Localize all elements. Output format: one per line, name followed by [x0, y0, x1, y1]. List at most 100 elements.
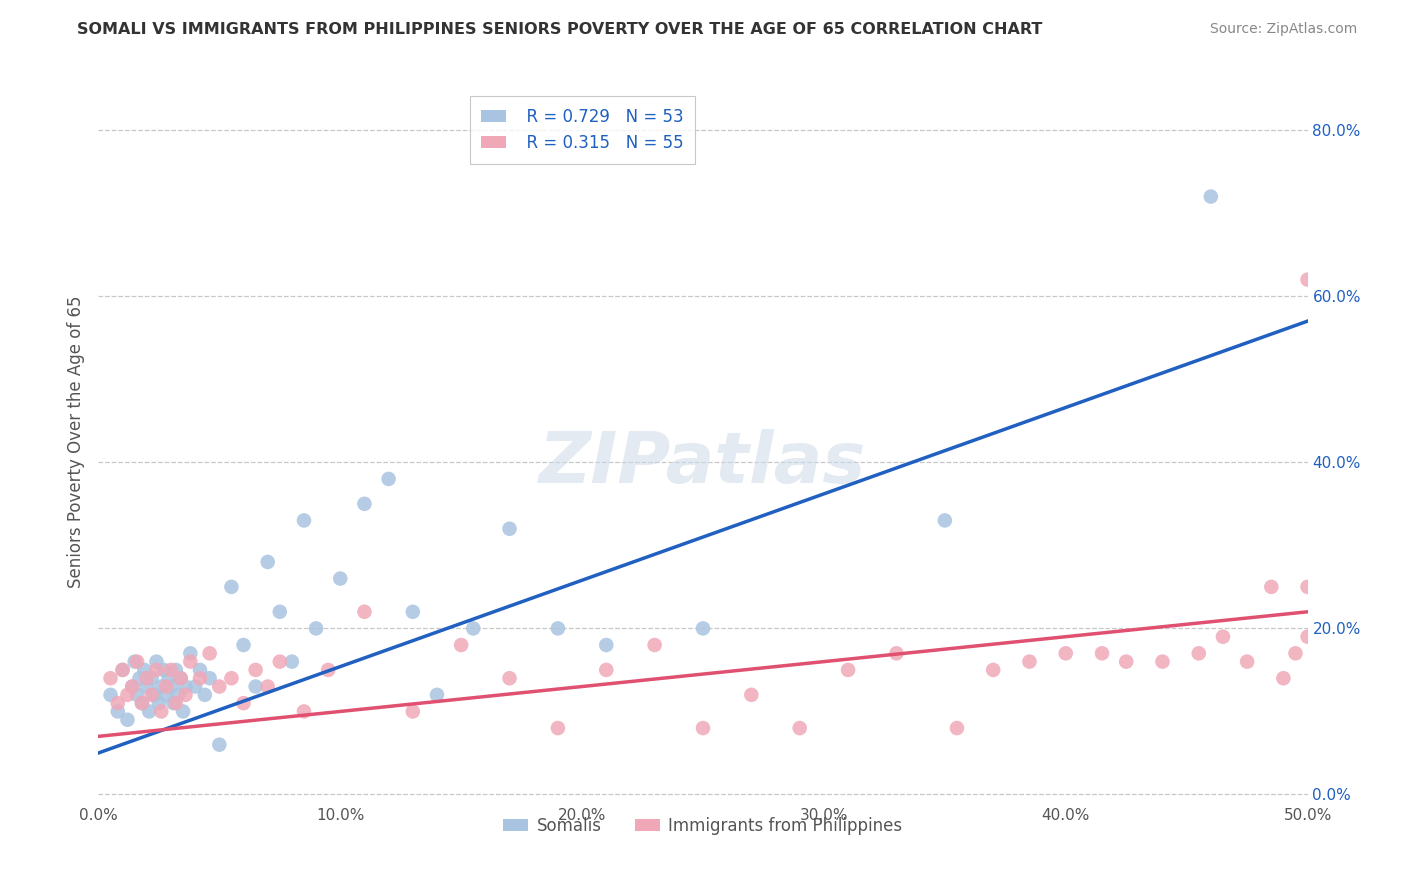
- Point: [595, 663, 617, 677]
- Point: [281, 655, 304, 669]
- Point: [152, 663, 174, 677]
- Point: [426, 688, 449, 702]
- Point: [162, 696, 184, 710]
- Point: [145, 663, 167, 677]
- Point: [498, 522, 520, 536]
- Point: [150, 680, 173, 694]
- Y-axis label: Seniors Poverty Over the Age of 65: Seniors Poverty Over the Age of 65: [66, 295, 84, 588]
- Point: [377, 472, 399, 486]
- Point: [138, 705, 160, 719]
- Point: [269, 655, 291, 669]
- Point: [1152, 655, 1174, 669]
- Point: [269, 605, 291, 619]
- Point: [1018, 655, 1040, 669]
- Point: [208, 738, 231, 752]
- Text: Source: ZipAtlas.com: Source: ZipAtlas.com: [1209, 22, 1357, 37]
- Point: [100, 671, 122, 685]
- Point: [143, 688, 166, 702]
- Point: [292, 513, 315, 527]
- Point: [169, 671, 191, 685]
- Point: [1260, 580, 1282, 594]
- Point: [232, 696, 254, 710]
- Point: [128, 671, 150, 685]
- Point: [256, 555, 278, 569]
- Point: [1212, 630, 1234, 644]
- Point: [316, 663, 339, 677]
- Point: [498, 671, 520, 685]
- Point: [221, 580, 243, 594]
- Point: [194, 688, 217, 702]
- Point: [1296, 272, 1319, 286]
- Point: [145, 655, 167, 669]
- Point: [141, 688, 163, 702]
- Point: [595, 638, 617, 652]
- Point: [1115, 655, 1137, 669]
- Point: [111, 663, 134, 677]
- Point: [172, 705, 194, 719]
- Point: [329, 572, 352, 586]
- Point: [169, 671, 191, 685]
- Point: [1199, 189, 1222, 203]
- Point: [946, 721, 969, 735]
- Point: [124, 655, 146, 669]
- Point: [232, 638, 254, 652]
- Point: [155, 688, 177, 702]
- Point: [184, 680, 207, 694]
- Point: [165, 696, 187, 710]
- Point: [141, 671, 163, 685]
- Point: [107, 705, 129, 719]
- Point: [121, 680, 143, 694]
- Point: [1296, 580, 1319, 594]
- Point: [117, 688, 139, 702]
- Point: [160, 663, 183, 677]
- Point: [188, 671, 211, 685]
- Point: [463, 621, 485, 635]
- Point: [256, 680, 278, 694]
- Point: [174, 680, 197, 694]
- Point: [208, 680, 231, 694]
- Point: [245, 663, 267, 677]
- Point: [188, 663, 211, 677]
- Point: [934, 513, 956, 527]
- Point: [353, 605, 375, 619]
- Point: [148, 696, 170, 710]
- Point: [402, 705, 425, 719]
- Point: [981, 663, 1004, 677]
- Point: [174, 688, 197, 702]
- Point: [134, 663, 156, 677]
- Point: [740, 688, 762, 702]
- Point: [837, 663, 859, 677]
- Point: [1054, 646, 1077, 660]
- Point: [160, 680, 183, 694]
- Point: [155, 680, 177, 694]
- Point: [547, 621, 569, 635]
- Point: [547, 721, 569, 735]
- Point: [1272, 671, 1295, 685]
- Point: [127, 688, 149, 702]
- Point: [292, 705, 315, 719]
- Point: [1236, 655, 1258, 669]
- Point: [135, 671, 157, 685]
- Point: [692, 721, 714, 735]
- Legend: Somalis, Immigrants from Philippines: Somalis, Immigrants from Philippines: [496, 810, 910, 841]
- Point: [198, 671, 221, 685]
- Point: [121, 680, 143, 694]
- Point: [135, 680, 157, 694]
- Point: [179, 646, 201, 660]
- Point: [1284, 646, 1306, 660]
- Point: [221, 671, 243, 685]
- Point: [886, 646, 908, 660]
- Point: [353, 497, 375, 511]
- Point: [644, 638, 666, 652]
- Text: ZIPatlas: ZIPatlas: [540, 429, 866, 498]
- Point: [450, 638, 472, 652]
- Point: [789, 721, 811, 735]
- Point: [198, 646, 221, 660]
- Point: [1188, 646, 1211, 660]
- Point: [167, 688, 190, 702]
- Point: [111, 663, 134, 677]
- Point: [402, 605, 425, 619]
- Point: [127, 655, 149, 669]
- Point: [131, 696, 153, 710]
- Point: [179, 655, 201, 669]
